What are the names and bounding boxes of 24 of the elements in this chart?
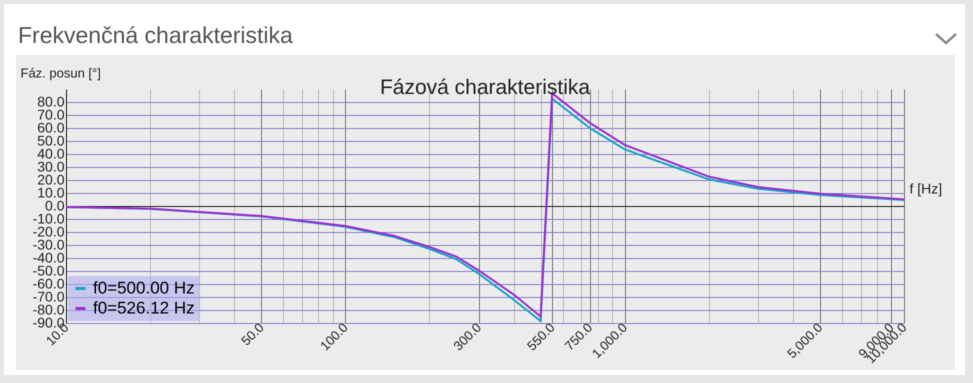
y-tick-label: -10.0 bbox=[32, 210, 65, 226]
y-tick-label: 40.0 bbox=[37, 146, 65, 162]
y-axis-title: Fáz. posun [°] bbox=[20, 66, 101, 80]
y-tick-label: 50.0 bbox=[37, 132, 65, 148]
y-tick-label: -40.0 bbox=[32, 250, 65, 266]
x-tick-label: 50.0 bbox=[238, 320, 267, 348]
legend-label: f0=500.00 Hz bbox=[93, 278, 195, 298]
legend-label: f0=526.12 Hz bbox=[93, 298, 195, 318]
y-tick-label: -80.0 bbox=[32, 302, 65, 318]
y-tick-label: -30.0 bbox=[32, 236, 65, 252]
y-tick-label: 10.0 bbox=[37, 184, 65, 200]
y-tick-label: -20.0 bbox=[32, 224, 65, 240]
chart-title: Frekvenčná charakteristika bbox=[18, 22, 293, 49]
y-tick-label: 70.0 bbox=[37, 106, 65, 122]
y-tick-label: 30.0 bbox=[37, 158, 65, 174]
x-axis-title: f [Hz] bbox=[910, 180, 942, 196]
chart-subtitle: Fázová charakteristika bbox=[380, 76, 590, 99]
y-tick-label: 0.0 bbox=[45, 198, 65, 214]
y-tick-label: -70.0 bbox=[32, 288, 65, 304]
y-tick-label: 20.0 bbox=[37, 172, 65, 188]
y-tick-label: 80.0 bbox=[37, 94, 65, 110]
y-tick-label: -60.0 bbox=[32, 276, 65, 292]
y-tick-label: -50.0 bbox=[32, 262, 65, 278]
y-tick-label: 60.0 bbox=[37, 120, 65, 136]
